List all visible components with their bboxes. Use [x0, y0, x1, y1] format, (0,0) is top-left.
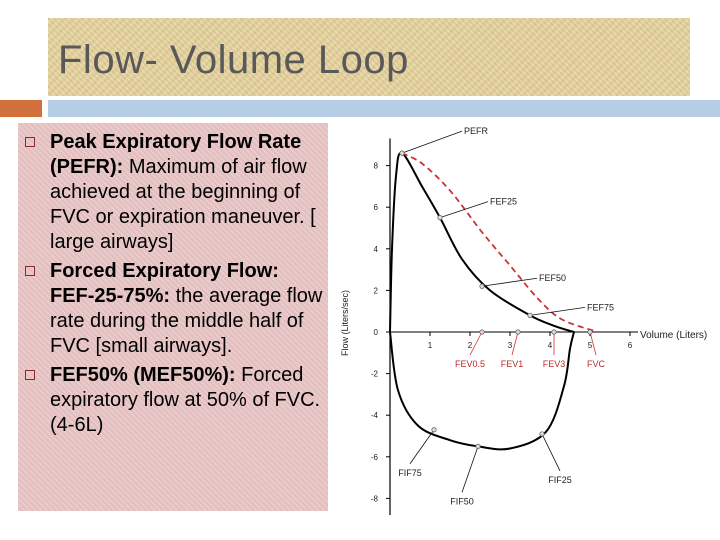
bullet-text: Maximum of air flow achieved at the begi… [50, 156, 316, 253]
marker-dot [399, 150, 405, 156]
leader-line [589, 331, 597, 356]
marker-dot [479, 329, 485, 335]
axes: 8 6 4 2 0 -2 -4 -6 -8 1 2 3 4 5 6 [371, 138, 638, 516]
marker-dot [527, 312, 533, 318]
title-banner: Flow- Volume Loop [48, 18, 690, 96]
marker-dot [587, 329, 593, 335]
bullet-term: FEF50% (MEF50%): [50, 364, 236, 386]
slide-title: Flow- Volume Loop [58, 38, 409, 82]
x-tick-label: 2 [468, 341, 473, 350]
leader-line [481, 277, 538, 287]
y-tick-label: 2 [374, 286, 379, 295]
annotation-label: FEV3 [543, 359, 566, 369]
marker-dot [539, 431, 545, 437]
annotation-label: FIF50 [450, 496, 474, 506]
annotation-label: PEFR [464, 126, 489, 136]
annotation-label: FEV0.5 [455, 359, 485, 369]
marker-dot [437, 215, 443, 221]
predicted-curve [401, 152, 599, 333]
x-tick-label: 3 [508, 341, 513, 350]
leader-line [439, 201, 489, 218]
y-tick-label: -4 [371, 411, 379, 420]
annotations: PEFR FEF25 FEF50 FEF75 FEV0.5 FEV1 FEV3 FVC FIF7… [398, 126, 614, 506]
marker-dot [475, 443, 481, 449]
y-tick-label: 0 [374, 328, 379, 337]
y-tick-label: -6 [371, 453, 379, 462]
annotation-label: FIF75 [398, 468, 422, 478]
square-bullet-icon [25, 370, 35, 380]
annotation-label: FEF25 [490, 197, 517, 207]
marker-dot [551, 329, 557, 335]
text-panel [18, 123, 328, 511]
annotation-label: FIF25 [548, 475, 572, 485]
marker-dot [479, 283, 485, 289]
annotation-label: FVC [587, 359, 606, 369]
leader-line [409, 429, 435, 464]
leader-line [529, 306, 586, 316]
x-axis-label: Volume (Liters) [640, 330, 707, 341]
y-tick-label: 6 [374, 203, 379, 212]
accent-bar-blue [48, 100, 720, 117]
x-tick-label: 1 [428, 341, 433, 350]
bullet-text: Forced expiratory flow at 50% of FVC. (4… [50, 364, 321, 436]
annotation-label: FEF50 [539, 273, 566, 283]
y-axis-label: Flow (Liters/sec) [340, 290, 350, 356]
flow-volume-diagram: 8 6 4 2 0 -2 -4 -6 -8 1 2 3 4 5 6 PEFR FEF25 FEF50 FEF75 F… [340, 126, 707, 516]
leader-line [541, 433, 561, 472]
bullet-term: Peak Expiratory Flow Rate (PEFR): [50, 131, 302, 178]
marker-dot [431, 427, 437, 433]
y-tick-label: 4 [374, 245, 379, 254]
square-bullet-icon [25, 137, 35, 147]
x-tick-label: 4 [548, 341, 553, 350]
bullet-item: Forced Expiratory Flow: FEF-25-75%: the … [18, 259, 328, 359]
expiratory-curve [389, 151, 575, 333]
annotation-label: FEF75 [587, 302, 614, 312]
y-tick-label: -8 [371, 494, 379, 503]
y-tick-label: 8 [374, 162, 379, 171]
x-tick-label: 6 [628, 341, 633, 350]
square-bullet-icon [25, 266, 35, 276]
leader-line [511, 331, 519, 356]
x-tick-label: 5 [588, 341, 593, 350]
bullet-item: FEF50% (MEF50%): Forced expiratory flow … [18, 363, 328, 438]
marker-dot [515, 329, 521, 335]
annotation-label: FEV1 [501, 359, 524, 369]
leader-line [469, 331, 483, 356]
bullet-list: Peak Expiratory Flow Rate (PEFR): Maximu… [18, 130, 328, 442]
bullet-item: Peak Expiratory Flow Rate (PEFR): Maximu… [18, 130, 328, 255]
inspiratory-curve [389, 331, 575, 451]
accent-bar-orange [0, 100, 42, 117]
leader-line [461, 446, 479, 493]
bullet-text: the average flow rate during the middle … [50, 285, 323, 357]
bullet-term: Forced Expiratory Flow: FEF-25-75%: [50, 260, 279, 307]
y-tick-label: -2 [371, 370, 379, 379]
leader-line [401, 130, 463, 154]
